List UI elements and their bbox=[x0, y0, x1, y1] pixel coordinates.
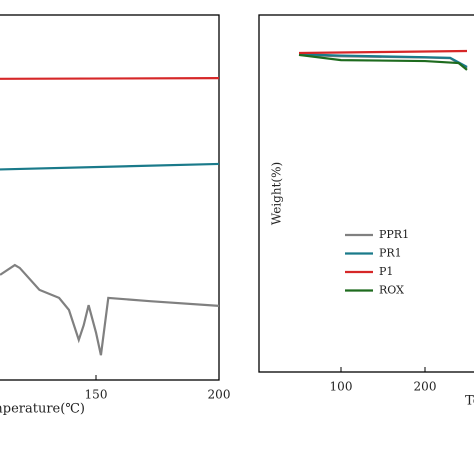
plot-frame bbox=[0, 14, 220, 381]
legend-label: ROX bbox=[379, 284, 404, 297]
data-line bbox=[0, 77, 220, 80]
legend-label: PR1 bbox=[379, 247, 402, 260]
x-axis-label: Temperature(℃) bbox=[0, 402, 85, 417]
x-tick-label: 200 bbox=[208, 388, 231, 402]
legend-label: P1 bbox=[379, 265, 393, 278]
y-axis-label: Weight(%) bbox=[270, 162, 284, 225]
data-line bbox=[298, 53, 468, 71]
data-line bbox=[0, 162, 220, 171]
x-tick-label: 200 bbox=[414, 380, 437, 394]
x-tick-label: 100 bbox=[330, 380, 353, 394]
data-line bbox=[298, 53, 468, 68]
x-axis-label: Temperature(℃) bbox=[465, 394, 474, 409]
data-line bbox=[298, 49, 468, 55]
x-tick-label: 150 bbox=[85, 388, 108, 402]
data-line bbox=[0, 263, 220, 356]
plot-frame bbox=[258, 14, 474, 373]
legend-label: PPR1 bbox=[379, 228, 409, 241]
